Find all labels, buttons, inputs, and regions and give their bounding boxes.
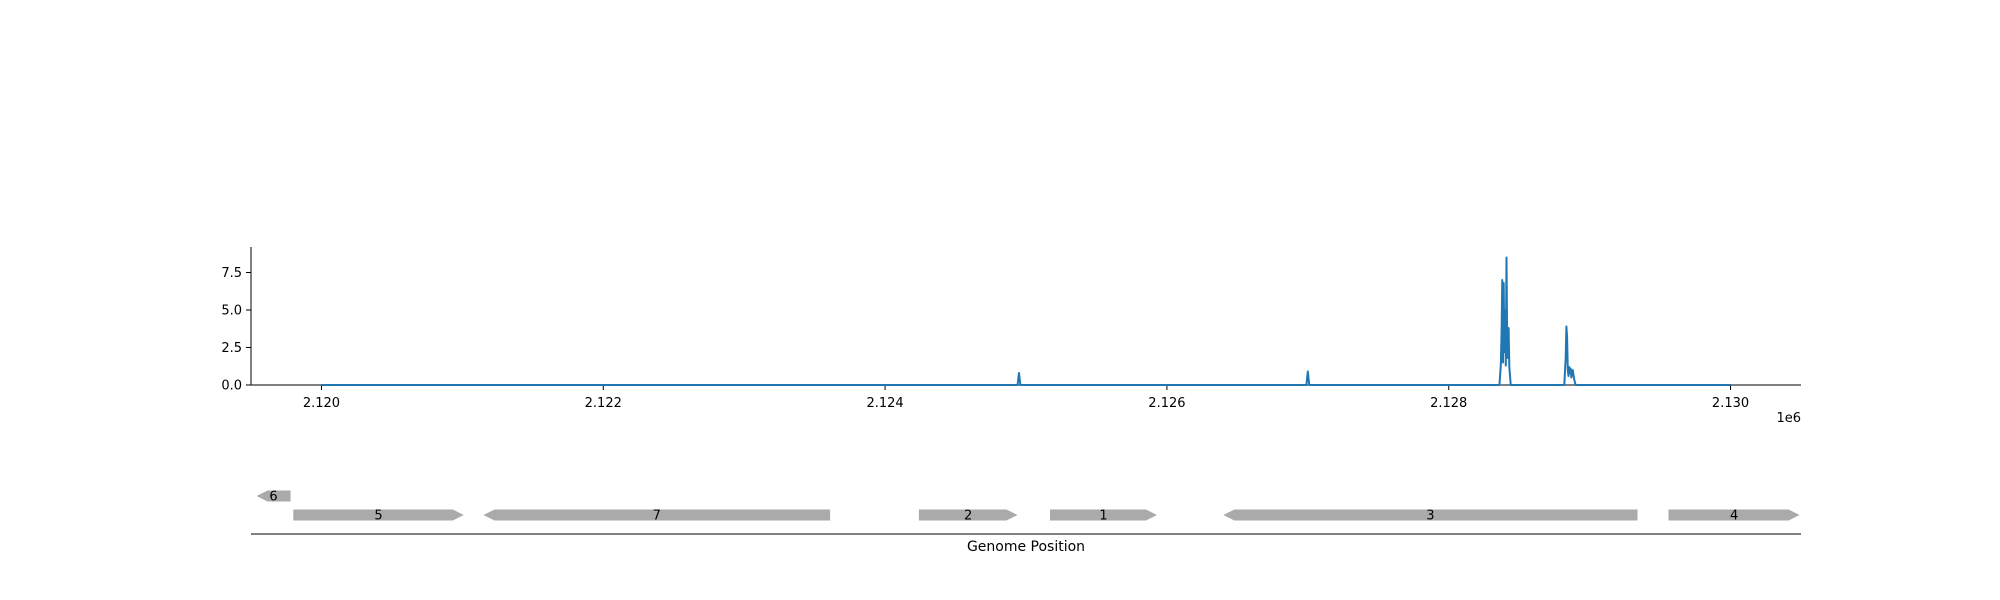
x-axis-label: Genome Position <box>967 539 1085 555</box>
gene-label: 4 <box>1730 509 1738 524</box>
gene-feature-4: 4 <box>1668 509 1800 524</box>
gene-arrow-shape <box>483 509 831 521</box>
gene-features: 6 5 7 2 1 3 4 <box>256 490 1800 524</box>
gene-track-panel: 6 5 7 2 1 3 4 Genome Position <box>251 490 1801 555</box>
coverage-panel: 0.02.55.07.5 2.120 2.122 2.124 2.126 2.128 2.… <box>221 247 1801 426</box>
y-ticks: 0.0 2.5 5.0 7.5 <box>221 266 251 394</box>
gene-label: 3 <box>1426 509 1434 524</box>
gene-label: 2 <box>964 509 972 524</box>
coverage-series-line <box>321 256 1731 386</box>
x-tick-label: 2.120 <box>303 396 340 411</box>
gene-arrow-shape <box>256 490 291 502</box>
x-ticks: 2.120 2.122 2.124 2.126 2.128 2.130 <box>303 385 1749 411</box>
gene-feature-5: 5 <box>293 509 464 524</box>
y-tick-label: 0.0 <box>221 379 242 394</box>
gene-feature-7: 7 <box>483 509 831 524</box>
x-tick-label: 2.128 <box>1430 396 1467 411</box>
gene-arrow-shape <box>1668 509 1800 521</box>
gene-arrow-shape <box>918 509 1018 521</box>
x-tick-label: 2.124 <box>866 396 903 411</box>
gene-label: 5 <box>374 509 382 524</box>
gene-feature-6: 6 <box>256 490 291 505</box>
gene-feature-2: 2 <box>918 509 1018 524</box>
x-tick-label: 2.130 <box>1712 396 1749 411</box>
gene-feature-3: 3 <box>1223 509 1638 524</box>
gene-arrow-shape <box>293 509 464 521</box>
gene-label: 1 <box>1099 509 1107 524</box>
x-tick-label: 2.122 <box>585 396 622 411</box>
gene-feature-1: 1 <box>1050 509 1157 524</box>
gene-arrow-shape <box>1223 509 1638 521</box>
y-tick-label: 2.5 <box>221 341 242 356</box>
y-tick-label: 5.0 <box>221 304 242 319</box>
x-tick-label: 2.126 <box>1148 396 1185 411</box>
y-tick-label: 7.5 <box>221 266 242 281</box>
gene-label: 6 <box>269 490 277 505</box>
x-axis-offset-label: 1e6 <box>1776 411 1801 426</box>
gene-label: 7 <box>653 509 661 524</box>
gene-arrow-shape <box>1050 509 1157 521</box>
